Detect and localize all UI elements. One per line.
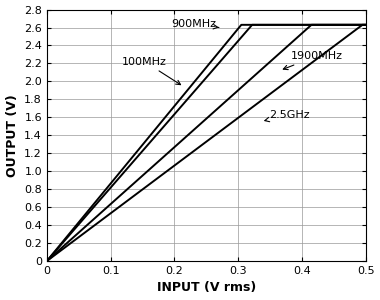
Text: 2.5GHz: 2.5GHz: [265, 110, 309, 122]
Text: 100MHz: 100MHz: [122, 57, 180, 85]
Text: 900MHz: 900MHz: [171, 19, 219, 29]
Text: 1900MHz: 1900MHz: [283, 51, 342, 70]
X-axis label: INPUT (V rms): INPUT (V rms): [157, 281, 256, 294]
Y-axis label: OUTPUT (V): OUTPUT (V): [6, 94, 19, 177]
